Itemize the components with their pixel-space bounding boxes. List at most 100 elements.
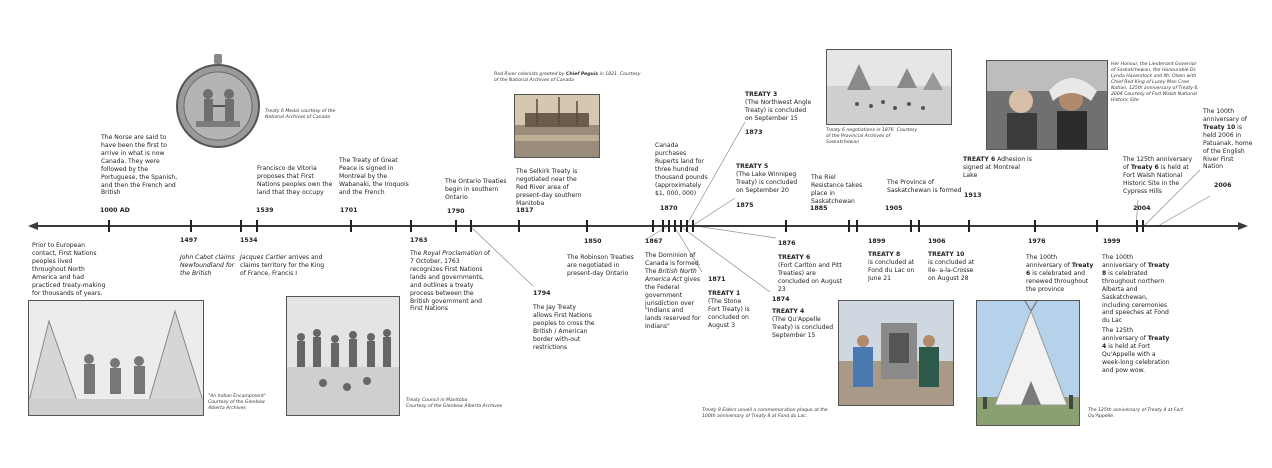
event-treaty-4: TREATY 4 (The Qu'Appelle Treaty) is conc… [772,308,836,340]
tick-1539 [256,220,258,232]
tick-1701 [350,220,352,232]
ann100-part3: is celebrated and renewed throughout the… [1026,269,1089,293]
tick-1817 [518,220,520,232]
tick-1871 [668,220,670,232]
council-caption: Treaty Council in Manitoba Courtesy of t… [406,398,526,410]
tick-1870 [662,220,664,232]
year-1874: 1874 [772,296,790,303]
encampment-caption: "An Indian Encampment" Courtesy of the G… [208,394,266,411]
year-1873: 1873 [745,129,763,136]
tick-2004b [1142,220,1144,232]
tick-1875 [686,220,688,232]
year-1885: 1885 [810,205,828,212]
tick-1790 [455,220,457,232]
council-caption-line1: Treaty Council in Manitoba [406,398,468,403]
cartier-name: Jacques Cartier [240,254,287,261]
event-treaty-3: TREATY 3 (The Northwest Angle Treaty) is… [745,91,815,123]
dominion-part2: British North America Act [645,267,697,283]
ann100-part2: Treaty 6 [1026,261,1094,277]
redriver-part1: Red River colonists greeted by [494,72,566,77]
treaty-6-heading: TREATY 6 [778,254,811,261]
treaty-1-heading: TREATY 1 [708,290,741,297]
timeline-axis [36,225,1240,227]
year-1817: 1817 [516,207,534,214]
event-norse: The Norse are said to have been the firs… [101,134,178,197]
tick-1913 [968,220,970,232]
treaty-council-image [286,296,400,416]
year-1701: 1701 [340,207,358,214]
ann100t10-part3: is held 2006 in Patuanak, home of the En… [1203,123,1253,171]
year-1913: 1913 [964,192,982,199]
event-robinson: The Robinson Treaties are negotiated in … [567,254,634,277]
tick-1906 [918,220,920,232]
redriver-part3: in 1821. Courtesy of the National Archiv… [494,72,641,83]
event-treaty-6: TREATY 6 (Fort Carlton and Pitt Treaties… [778,254,848,294]
treaty-1-text: (The Stone Fort Treaty) is concluded on … [708,297,750,329]
redriver-part2: Chief Peguis [565,72,599,77]
event-treaty-10: TREATY 10 is concluded at Ile- a-la-Cros… [928,251,978,283]
year-1000: 1000 AD [100,207,130,214]
year-1870: 1870 [660,205,678,212]
event-treaty-1: TREATY 1 (The Stone Fort Treaty) is conc… [708,290,754,330]
treaty-6-adhesion-text: Adhesion is signed at Montreal Lake [963,156,1032,179]
tick-1534 [240,220,242,232]
arrowhead-right [1238,222,1248,230]
year-1763: 1763 [410,237,428,244]
tick-1763 [410,220,412,232]
event-125th-treaty-4: The 125th anniversary of Treaty 4 is hel… [1102,327,1170,375]
year-1497: 1497 [180,237,198,244]
tick-1850 [586,220,588,232]
tick-1867 [652,220,654,232]
ann100t8-part1: The 100th anniversary of [1102,254,1148,269]
event-100th-treaty-10: The 100th anniversary of Treaty 10 is he… [1203,108,1255,171]
event-selkirk: The Selkirk Treaty is negotiated near th… [516,168,582,207]
event-ontario: The Ontario Treaties begin in southern O… [445,178,507,201]
treaty-3-text: (The Northwest Angle Treaty) is conclude… [745,98,812,122]
tick-1885 [848,220,850,232]
tick-1976 [1034,220,1036,232]
event-100th-treaty-8: The 100th anniversary of Treaty 8 is cel… [1102,254,1170,325]
treaty-4-heading: TREATY 4 [772,308,805,315]
tick-1873 [674,220,676,232]
dominion-part1: The Dominion of Canada is formed. The [645,252,701,275]
medal-caption: Treaty 6 Medal courtesy of the National … [265,109,336,120]
ann100-part1: The 100th anniversary of [1026,254,1072,269]
ann100t10-part2: Treaty 10 [1203,123,1236,131]
ann125t6-part1: The 125th anniversary of [1123,156,1193,171]
anniversary-photo-image [986,60,1108,150]
treaty-6-medal-image [176,54,260,150]
tick-1999 [1096,220,1098,232]
tick-1899 [856,220,858,232]
event-treaty-6-adhesion: TREATY 6 Adhesion is signed at Montreal … [963,156,1035,180]
year-1850: 1850 [584,238,602,245]
treaty-8-heading: TREATY 8 [868,251,901,258]
ann100t8-part3: is celebrated throughout northern Albert… [1102,269,1169,325]
tick-1497 [190,220,192,232]
treaty-8-elders-image [838,300,954,406]
event-dominion: The Dominion of Canada is formed. The Br… [645,252,701,331]
year-1876: 1876 [778,240,796,247]
tick-1794 [470,220,472,232]
treaty-6-negotiations-image [826,49,952,125]
event-great-peace: The Treaty of Great Peace is signed in M… [339,157,409,196]
council-caption-line2: Courtesy of the Glenbow Alberta Archives [406,403,503,409]
ann125t4-part3: is held at Fort Qu'Appelle with a week-l… [1102,342,1170,374]
event-jay: The Jay Treaty allows First Nations peop… [533,304,595,351]
procl-part3: of 7 October, 1763 recognizes First Nati… [410,250,491,313]
event-ruperts: Canada purchases Ruperts land for three … [655,142,708,197]
event-prior: Prior to European contact, First Nations… [32,242,106,297]
red-river-image [514,94,600,158]
indian-encampment-image [28,300,204,416]
treaty-5-text: (The Lake Winnipeg Treaty) is concluded … [736,170,798,194]
red-river-caption: Red River colonists greeted by Chief Peg… [494,72,644,84]
event-treaty-5: TREATY 5 (The Lake Winnipeg Treaty) is c… [736,163,806,195]
year-1794: 1794 [533,290,551,297]
treaty-3-heading: TREATY 3 [745,91,778,98]
year-1875: 1875 [736,202,754,209]
year-1906: 1906 [928,238,946,245]
tick-2004a [1136,220,1138,232]
tick-1000 [108,220,110,232]
year-1534: 1534 [240,237,258,244]
event-riel: The Riel Resistance takes place in Saska… [811,174,863,205]
